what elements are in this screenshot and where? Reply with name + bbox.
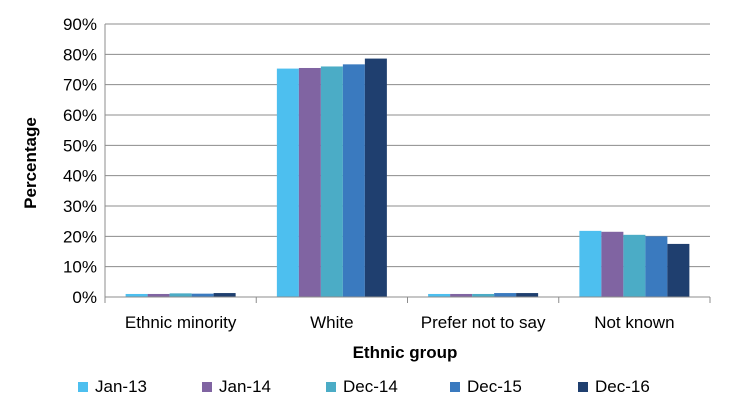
bar <box>623 234 646 297</box>
legend-label: Jan-14 <box>219 377 271 396</box>
bar <box>276 68 299 297</box>
legend-swatch <box>326 382 336 392</box>
bar <box>342 64 365 298</box>
y-tick-label: 50% <box>63 136 97 155</box>
bar <box>298 67 321 297</box>
y-tick-label: 70% <box>63 76 97 95</box>
y-axis-title: Percentage <box>21 117 40 209</box>
bar <box>213 293 236 297</box>
x-tick-label: White <box>310 313 353 332</box>
bar <box>320 66 343 297</box>
x-tick-label: Prefer not to say <box>421 313 546 332</box>
legend-swatch <box>202 382 212 392</box>
legend-swatch <box>78 382 88 392</box>
bar <box>472 293 495 297</box>
legend-label: Dec-15 <box>467 377 522 396</box>
bar <box>169 293 192 297</box>
y-tick-label: 90% <box>63 15 97 34</box>
legend: Jan-13 Jan-14 Dec-14 Dec-15 Dec-16 <box>78 377 650 396</box>
legend-swatch <box>578 382 588 392</box>
bar <box>516 293 539 297</box>
bar <box>494 293 517 297</box>
bar <box>450 293 473 297</box>
y-tick-label: 40% <box>63 167 97 186</box>
x-axis-title: Ethnic group <box>353 343 458 362</box>
bar <box>667 243 690 297</box>
bar <box>645 236 668 297</box>
legend-swatch <box>450 382 460 392</box>
bar <box>579 230 602 297</box>
bar <box>364 58 387 297</box>
y-tick-label: 20% <box>63 227 97 246</box>
y-tick-label: 10% <box>63 258 97 277</box>
legend-label: Jan-13 <box>95 377 147 396</box>
y-tick-label: 80% <box>63 45 97 64</box>
gridlines <box>105 23 710 268</box>
bar <box>191 293 214 297</box>
y-tick-label: 0% <box>72 288 97 307</box>
axes: 0% 10% 20% 30% 40% 50% 60% 70% 80% 90% Ethnic mino… <box>63 15 711 332</box>
bar <box>601 231 624 297</box>
x-tick-label: Not known <box>594 313 674 332</box>
y-tick-label: 30% <box>63 197 97 216</box>
y-tick-label: 60% <box>63 106 97 125</box>
bar <box>428 293 451 297</box>
bars <box>125 58 690 298</box>
bar <box>125 293 148 297</box>
legend-label: Dec-16 <box>595 377 650 396</box>
legend-label: Dec-14 <box>343 377 398 396</box>
x-tick-label: Ethnic minority <box>125 313 237 332</box>
bar <box>147 293 170 297</box>
